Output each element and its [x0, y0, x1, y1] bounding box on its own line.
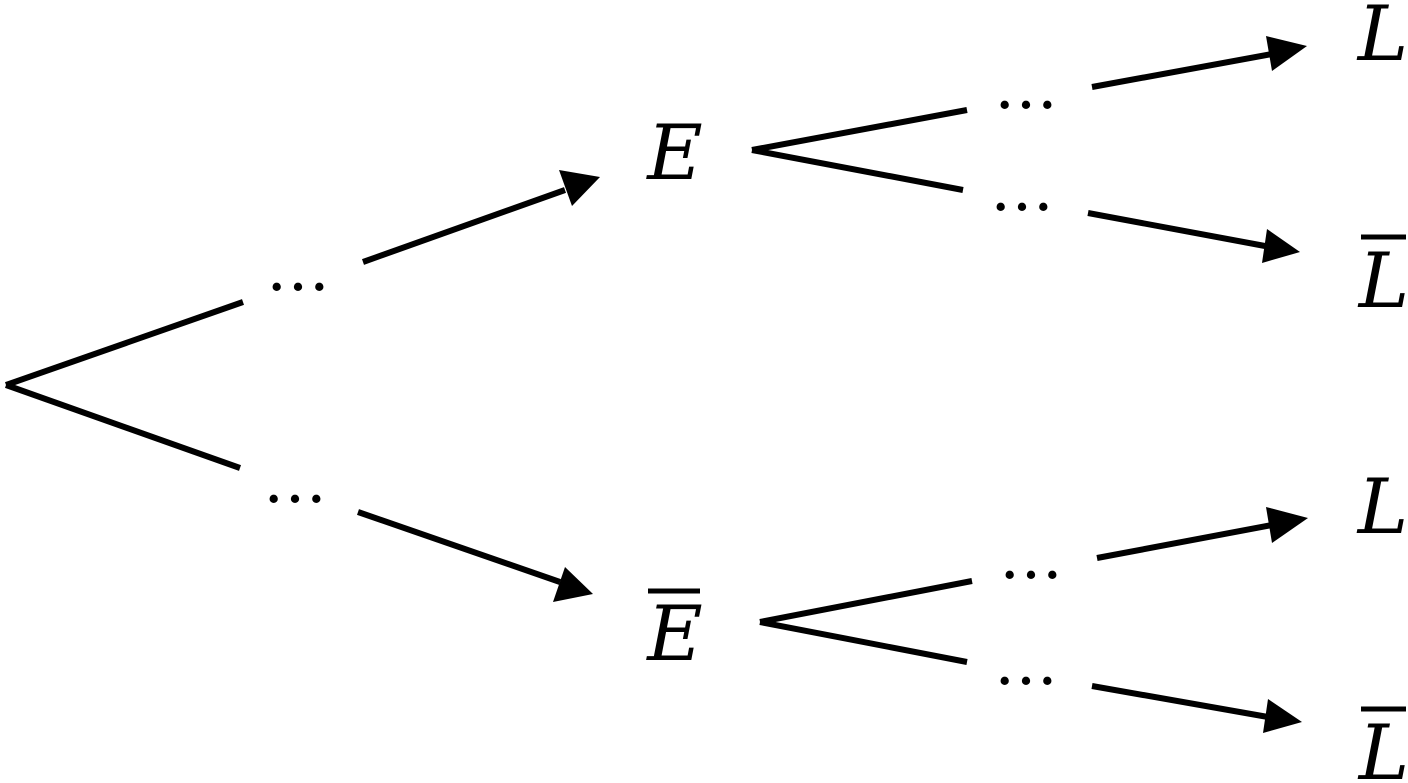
edge-e-to-lbar-left [751, 147, 964, 193]
edge-root-to-ebar-right [357, 509, 561, 585]
branch-prob-ebar-l: … [999, 520, 1063, 594]
edge-ebar-to-lbar-left [759, 619, 968, 665]
edge-root-to-ebar-left [4, 382, 242, 471]
edge-ebar-to-l-right [1096, 522, 1273, 561]
leaf-lbar-2: L [1357, 708, 1408, 783]
branch-prob-root-e: … [266, 232, 330, 306]
edge-e-to-l-left [751, 107, 968, 153]
branch-prob-root-ebar: … [263, 444, 327, 518]
leaf-lbar-1: L [1357, 236, 1408, 325]
edge-root-to-e-left [5, 299, 244, 388]
arrowhead-to-lbar-2 [1263, 699, 1302, 733]
leaf-l-1: L [1356, 0, 1408, 78]
edge-ebar-to-l-left [759, 578, 973, 625]
arrowhead-to-l-2 [1266, 507, 1308, 543]
node-ebar: E [645, 589, 702, 678]
branch-prob-e-l: … [994, 50, 1058, 124]
arrowhead-to-ebar [553, 567, 593, 602]
arrowhead-to-l-1 [1266, 36, 1307, 71]
leaf-l-2: L [1356, 462, 1408, 551]
edge-e-to-l-right [1091, 51, 1273, 90]
edge-e-to-lbar-right [1087, 210, 1266, 249]
branch-prob-e-lbar: … [990, 152, 1054, 226]
edge-root-to-e-right [361, 187, 567, 265]
node-e: E [645, 108, 702, 197]
arrowhead-to-e [559, 170, 600, 206]
edge-ebar-to-lbar-right [1091, 683, 1269, 720]
arrowhead-to-lbar-1 [1262, 229, 1300, 263]
branch-prob-ebar-lbar: … [994, 626, 1058, 700]
